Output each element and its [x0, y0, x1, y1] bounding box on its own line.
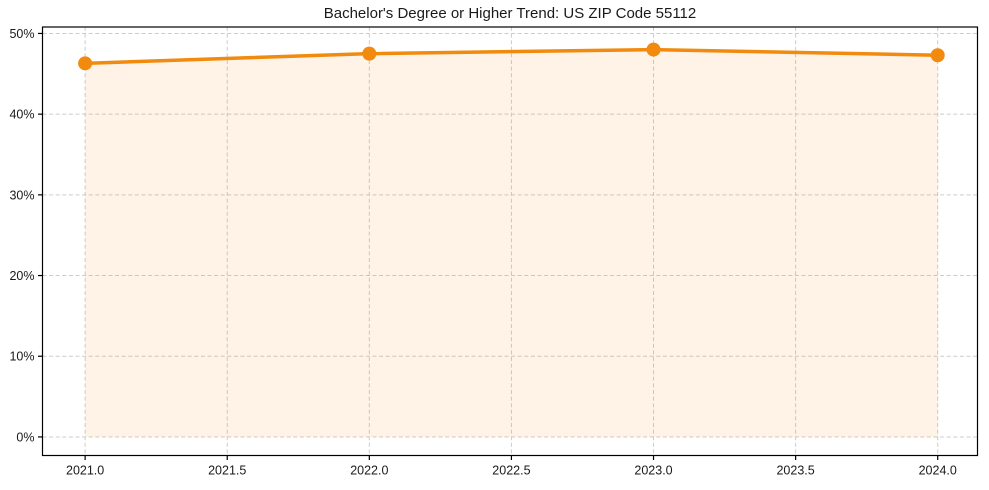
x-tick-label: 2022.0 [350, 464, 388, 478]
y-tick-label: 20% [9, 269, 34, 283]
data-point-marker [646, 42, 661, 57]
y-tick-label: 40% [9, 108, 34, 122]
chart-title: Bachelor's Degree or Higher Trend: US ZI… [323, 5, 697, 22]
x-tick-label: 2023.5 [776, 464, 814, 478]
x-tick-label: 2023.0 [634, 464, 672, 478]
data-point-marker [78, 56, 93, 71]
x-tick-label: 2024.0 [919, 464, 957, 478]
data-point-marker [362, 46, 377, 61]
x-tick-label: 2022.5 [492, 464, 530, 478]
y-tick-label: 10% [9, 350, 34, 364]
data-point-marker [930, 48, 945, 63]
y-tick-label: 30% [9, 188, 34, 202]
x-tick-label: 2021.0 [66, 464, 104, 478]
trend-line [83, 47, 940, 66]
y-tick-label: 0% [16, 430, 34, 444]
plot-border [41, 26, 979, 457]
area-fill [85, 49, 938, 437]
y-tick-label: 50% [9, 27, 34, 41]
x-tick-label: 2021.5 [208, 464, 246, 478]
